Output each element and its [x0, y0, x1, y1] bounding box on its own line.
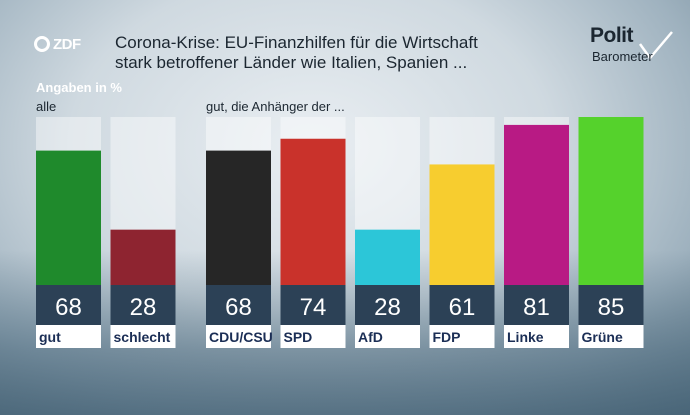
category-band-gut — [36, 325, 101, 348]
category-label-schlecht: schlecht — [114, 329, 171, 345]
chart-title-line-1: Corona-Krise: EU-Finanzhilfen für die Wi… — [115, 33, 478, 52]
value-band-fdp — [429, 285, 495, 325]
category-band-schlecht — [110, 325, 176, 348]
category-band-fdp — [429, 325, 495, 348]
value-band-afd — [355, 285, 420, 325]
value-band-gr-ne — [578, 285, 644, 325]
value-label-spd: 74 — [300, 294, 327, 321]
bar-gr-ne — [578, 117, 644, 285]
zdf-logo-ring-icon — [34, 36, 50, 52]
category-label-cdu-csu: CDU/CSU — [209, 329, 273, 345]
bar-linke — [504, 124, 569, 285]
category-label-spd: SPD — [284, 329, 313, 345]
value-band-cdu-csu — [206, 285, 271, 325]
politbarometer-logo-line-1: Polit — [590, 24, 634, 47]
bar-fdp — [429, 164, 495, 285]
category-label-fdp: FDP — [433, 329, 461, 345]
bar-spd — [280, 138, 346, 285]
zdf-logo-text: ZDF — [53, 35, 81, 53]
category-band-cdu-csu — [206, 325, 271, 348]
value-label-schlecht: 28 — [130, 294, 157, 321]
chart-title-line-2: stark betroffener Länder wie Italien, Sp… — [115, 53, 468, 72]
chart-title: Corona-Krise: EU-Finanzhilfen für die Wi… — [115, 33, 575, 73]
zdf-logo: ZDF — [34, 33, 86, 55]
category-label-afd: AfD — [358, 329, 383, 345]
checkmark-icon — [638, 31, 673, 61]
value-band-schlecht — [110, 285, 176, 325]
group-label-supporters: gut, die Anhänger der ... — [206, 99, 345, 114]
politbarometer-logo-line-2: Barometer — [592, 49, 653, 64]
value-band-linke — [504, 285, 569, 325]
bar-schlecht — [110, 229, 176, 285]
value-band-spd — [280, 285, 346, 325]
category-band-afd — [355, 325, 420, 348]
bar-afd — [355, 229, 420, 285]
value-band-gut — [36, 285, 101, 325]
category-band-spd — [280, 325, 346, 348]
category-label-gr-ne: Grüne — [582, 329, 623, 345]
category-band-gr-ne — [578, 325, 644, 348]
unit-label: Angaben in % — [36, 80, 122, 95]
value-label-linke: 81 — [523, 294, 550, 321]
politbarometer-logo: Polit Barometer — [588, 24, 674, 70]
category-label-linke: Linke — [507, 329, 544, 345]
category-label-gut: gut — [39, 329, 61, 345]
value-label-cdu-csu: 68 — [225, 294, 252, 321]
value-label-afd: 28 — [374, 294, 401, 321]
category-band-linke — [504, 325, 569, 348]
value-label-gut: 68 — [55, 294, 82, 321]
bar-gut — [36, 150, 101, 285]
value-label-gr-ne: 85 — [598, 294, 625, 321]
value-label-fdp: 61 — [449, 294, 476, 321]
bar-cdu-csu — [206, 150, 271, 285]
group-label-all: alle — [36, 99, 57, 114]
